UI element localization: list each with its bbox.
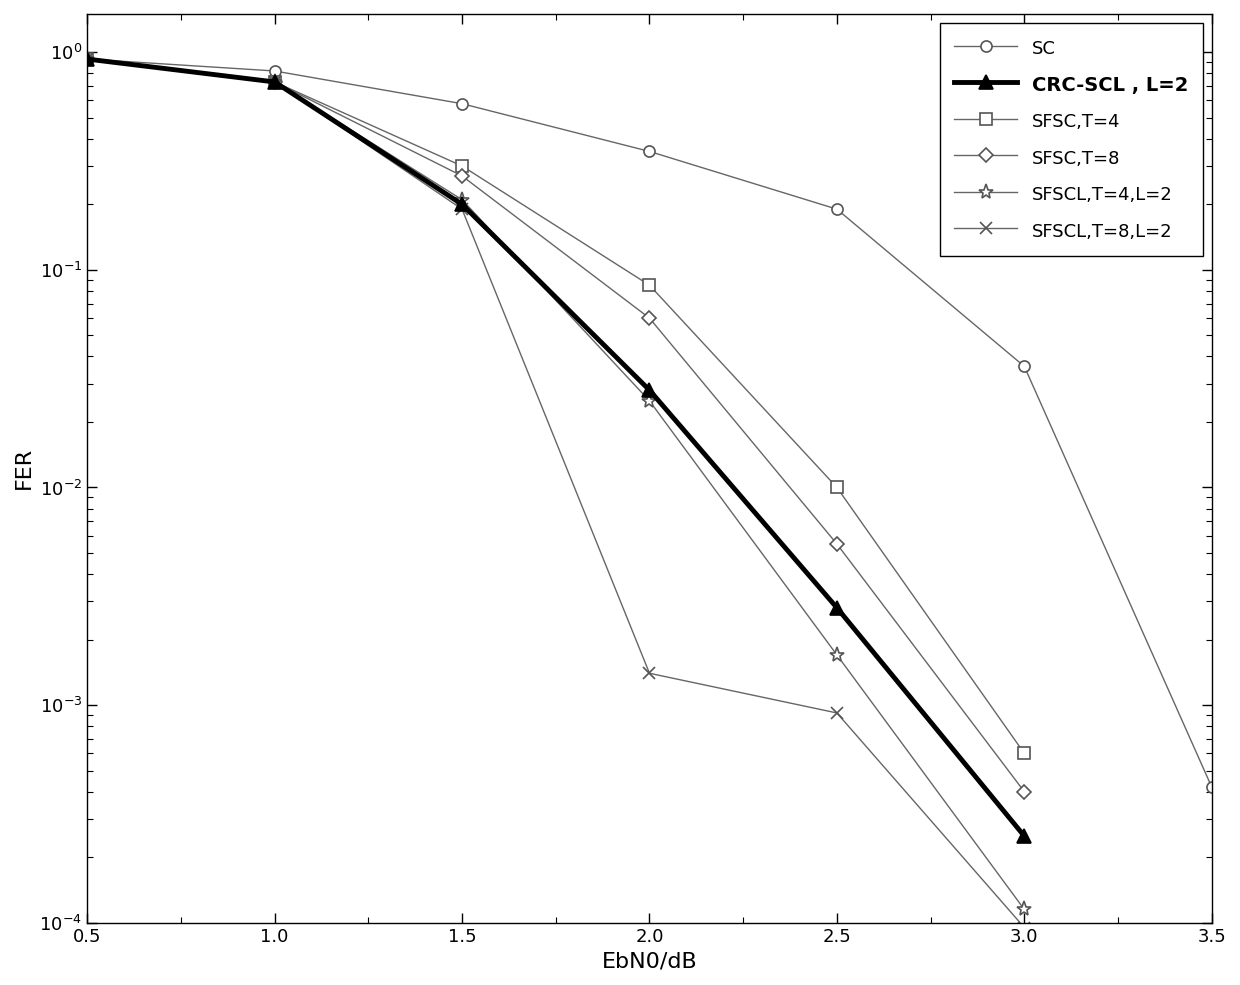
SFSC,T=4 [642,280,657,292]
CRC-SCL , L=2 [79,53,94,65]
Line: SFSC,T=8: SFSC,T=8 [82,54,1029,797]
SFSC,T=4 [830,482,844,493]
Line: SC: SC [82,53,1218,793]
SFSCL,T=4,L=2 [455,194,470,206]
SFSC,T=4 [267,76,281,88]
SFSCL,T=8,L=2 [79,53,94,65]
SFSC,T=4 [1017,748,1032,759]
SC [79,53,94,65]
SFSCL,T=4,L=2 [1017,903,1032,915]
SC [1204,781,1219,793]
Line: SFSCL,T=8,L=2: SFSCL,T=8,L=2 [82,53,1030,933]
Y-axis label: FER: FER [14,447,33,490]
SC [830,203,844,215]
SFSCL,T=4,L=2 [267,76,281,88]
SFSC,T=8 [1017,786,1032,798]
SFSC,T=8 [642,312,657,324]
SFSC,T=8 [830,538,844,550]
Line: SFSC,T=4: SFSC,T=4 [82,53,1030,758]
Line: SFSCL,T=4,L=2: SFSCL,T=4,L=2 [79,51,1032,917]
SC [455,98,470,109]
SC [1017,361,1032,372]
SFSCL,T=4,L=2 [830,649,844,661]
X-axis label: EbN0/dB: EbN0/dB [601,952,697,971]
CRC-SCL , L=2 [267,76,281,88]
SFSC,T=4 [455,161,470,172]
SFSCL,T=8,L=2 [1017,922,1032,934]
CRC-SCL , L=2 [830,602,844,614]
SC [267,65,281,77]
SFSCL,T=8,L=2 [267,76,281,88]
SFSCL,T=4,L=2 [79,53,94,65]
SFSCL,T=8,L=2 [455,203,470,215]
SFSCL,T=8,L=2 [830,707,844,719]
CRC-SCL , L=2 [642,384,657,396]
SFSCL,T=8,L=2 [642,668,657,680]
CRC-SCL , L=2 [1017,830,1032,842]
SFSCL,T=4,L=2 [642,395,657,407]
SFSC,T=8 [455,170,470,182]
Legend: SC, CRC-SCL , L=2, SFSC,T=4, SFSC,T=8, SFSCL,T=4,L=2, SFSCL,T=8,L=2: SC, CRC-SCL , L=2, SFSC,T=4, SFSC,T=8, S… [940,23,1203,256]
SFSC,T=8 [79,53,94,65]
Line: CRC-SCL , L=2: CRC-SCL , L=2 [81,52,1032,843]
SFSC,T=8 [267,76,281,88]
SC [642,146,657,158]
CRC-SCL , L=2 [455,198,470,210]
SFSC,T=4 [79,53,94,65]
